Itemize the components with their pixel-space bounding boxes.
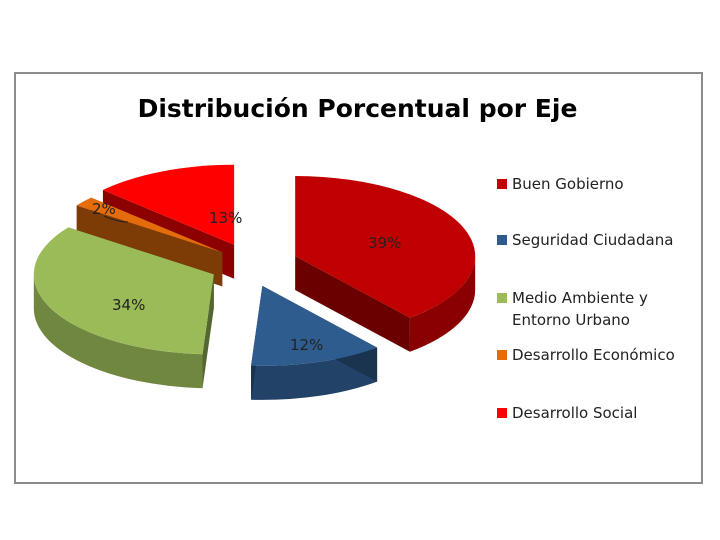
legend-swatch [497, 235, 507, 245]
legend-swatch [497, 179, 507, 189]
legend-label: Seguridad Ciudadana [512, 231, 674, 249]
legend-swatch [497, 408, 507, 418]
legend-swatch [497, 293, 507, 303]
data-label: 39% [368, 234, 401, 252]
pie-slice-top [251, 285, 378, 366]
pie-slice-top [76, 197, 223, 253]
pie-slice-top [33, 227, 214, 355]
pie-slice [33, 227, 214, 389]
pie-slice-top [295, 176, 476, 318]
data-label: 13% [209, 209, 242, 227]
pie-slice-side [33, 274, 203, 389]
leader-line [103, 215, 129, 223]
chart-title: Distribución Porcentual por Eje [137, 94, 578, 123]
pie-slice-top [102, 164, 235, 245]
legend-swatch [497, 350, 507, 360]
data-label: 34% [112, 296, 145, 314]
data-label: 2% [92, 200, 116, 218]
pie-slice-wall [295, 256, 410, 352]
pie-slice [251, 285, 378, 400]
data-label: 12% [290, 336, 323, 354]
legend-label: Desarrollo Social [512, 404, 638, 422]
pie-slice [295, 176, 476, 352]
pie-slice-side [409, 256, 476, 352]
legend-label: Medio Ambiente y Entorno Urbano [512, 289, 648, 329]
legend-label: Desarrollo Económico [512, 346, 675, 364]
legend-label: Buen Gobierno [512, 175, 624, 193]
